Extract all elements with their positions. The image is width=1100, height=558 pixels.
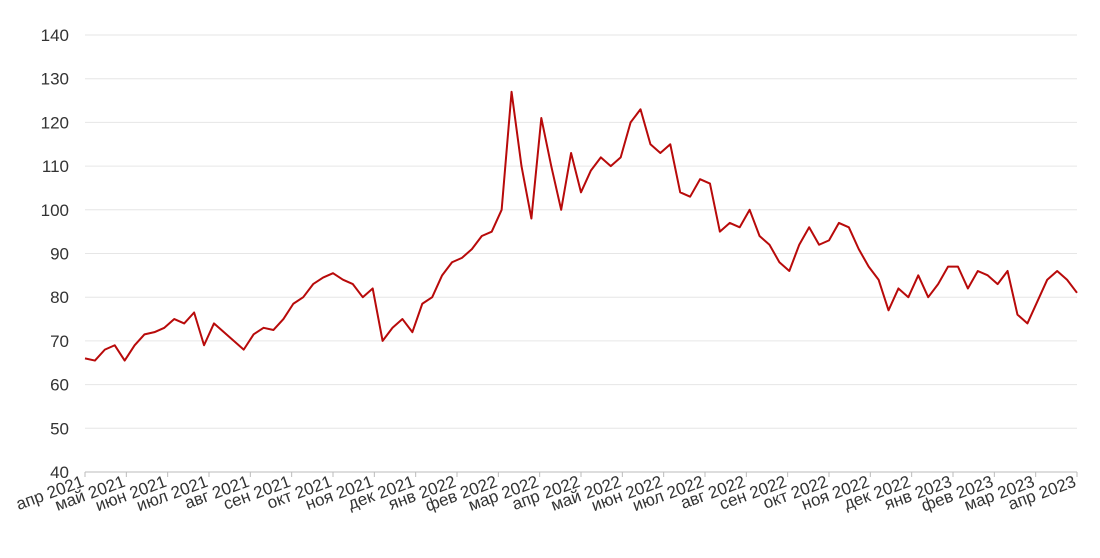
- y-tick-label: 50: [50, 419, 69, 438]
- line: [84, 90, 1078, 362]
- y-tick-label: 110: [42, 157, 69, 176]
- y-tick-label: 90: [50, 245, 69, 264]
- y-tick-label: 100: [41, 201, 69, 220]
- y-tick-label: 130: [41, 70, 69, 89]
- y-tick-label: 70: [50, 332, 69, 351]
- y-tick-label: 40: [50, 463, 69, 482]
- y-tick-label: 60: [50, 376, 69, 395]
- y-tick-label: 80: [50, 288, 69, 307]
- y-tick-label: 140: [41, 26, 69, 45]
- y-tick-label: 120: [41, 113, 69, 132]
